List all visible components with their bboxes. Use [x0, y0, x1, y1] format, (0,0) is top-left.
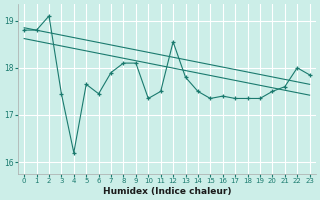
X-axis label: Humidex (Indice chaleur): Humidex (Indice chaleur) [103, 187, 231, 196]
